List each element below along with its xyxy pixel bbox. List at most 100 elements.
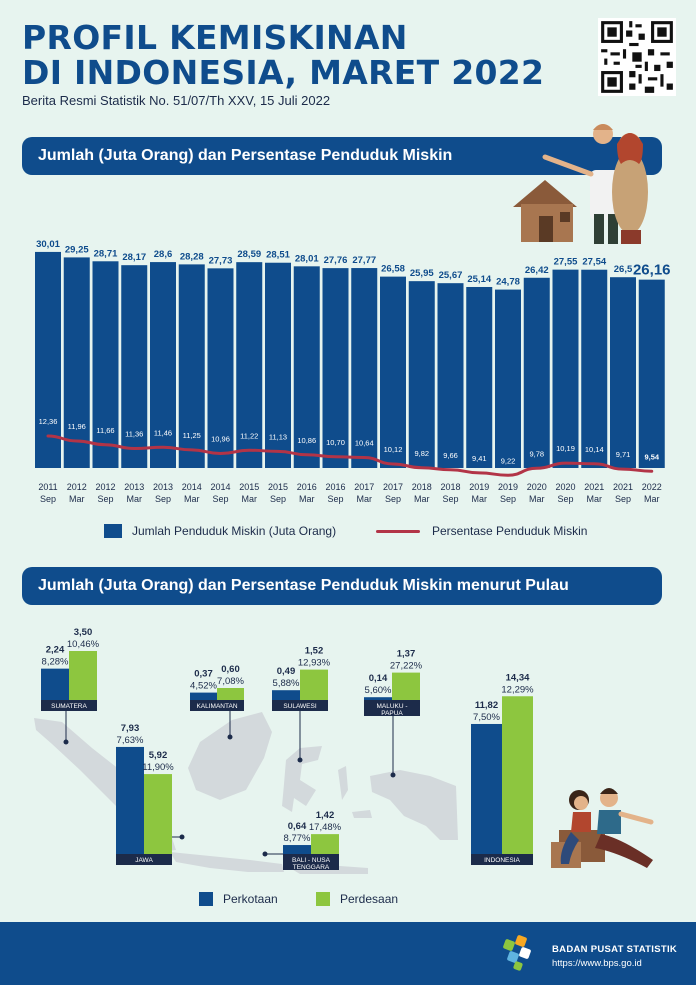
urban-pct-0: 8,28% xyxy=(42,657,69,668)
category-box-1 xyxy=(190,700,244,711)
urban-bar-5 xyxy=(283,845,311,854)
rural-pct-5: 17,48% xyxy=(309,822,342,833)
bar-label-17: 26,42 xyxy=(525,265,549,276)
bar-label-14: 25,67 xyxy=(439,270,463,281)
bps-url[interactable]: https://www.bps.go.id xyxy=(552,958,642,969)
category-label-3-1: PAPUA xyxy=(381,710,403,717)
bar-label-10: 27,76 xyxy=(324,255,348,266)
bar-0 xyxy=(35,251,61,468)
urban-value-2: 0,49 xyxy=(277,666,296,677)
bar-label-6: 27,73 xyxy=(209,255,233,266)
pct-label-2: 11,66 xyxy=(96,426,114,435)
pct-label-19: 10,14 xyxy=(585,445,604,454)
tick-year-1: 2012 xyxy=(67,482,87,492)
legend-rural: Perdesaan xyxy=(316,892,398,906)
pct-label-17: 9,78 xyxy=(529,449,544,458)
bar-label-3: 28,17 xyxy=(122,252,146,263)
category-box-0 xyxy=(41,700,97,711)
family-house-illustration-icon xyxy=(513,124,648,244)
rural-bar-3 xyxy=(392,672,420,700)
tick-month-19: Mar xyxy=(587,494,603,504)
bar-2 xyxy=(92,261,119,468)
bar-label-4: 28,6 xyxy=(154,249,173,260)
legend-rural-swatch xyxy=(316,892,330,906)
tick-month-0: Sep xyxy=(40,494,56,504)
tick-month-9: Mar xyxy=(299,494,315,504)
tick-month-2: Sep xyxy=(97,494,113,504)
rural-pct-1: 7,08% xyxy=(217,676,244,687)
pct-label-5: 11,25 xyxy=(183,431,201,440)
pct-label-6: 10,96 xyxy=(211,435,230,444)
bar-5 xyxy=(178,264,205,468)
bar-12 xyxy=(380,276,406,468)
tick-year-2: 2012 xyxy=(95,482,115,492)
tick-year-15: 2019 xyxy=(469,482,489,492)
tick-month-16: Sep xyxy=(500,494,516,504)
bar-label-2: 28,71 xyxy=(94,248,118,259)
pct-label-20: 9,71 xyxy=(616,450,631,459)
couple-illustration-icon xyxy=(551,788,654,868)
tick-year-9: 2016 xyxy=(297,482,317,492)
map-indonesia-icon xyxy=(34,712,458,874)
category-box-4 xyxy=(116,854,172,865)
tick-year-10: 2016 xyxy=(325,482,345,492)
bar-20 xyxy=(610,277,636,468)
tick-year-3: 2013 xyxy=(124,482,144,492)
poverty-trend-chart: 30,01 12,36 2011 Sep 29,25 11,96 2012 Mar 28,71 1… xyxy=(35,239,671,504)
rural-bar-2 xyxy=(300,669,328,700)
rural-value-5: 1,42 xyxy=(316,810,335,821)
tick-month-4: Sep xyxy=(155,494,171,504)
tick-year-13: 2018 xyxy=(412,482,432,492)
tick-year-8: 2015 xyxy=(268,482,288,492)
rural-pct-3: 27,22% xyxy=(390,661,423,672)
tick-month-17: Mar xyxy=(529,494,545,504)
pointer-dot-1 xyxy=(227,734,233,740)
pct-label-8: 11,13 xyxy=(269,432,287,441)
urban-bar-3 xyxy=(364,697,392,700)
pct-label-13: 9,82 xyxy=(414,449,429,458)
bar-18 xyxy=(552,269,579,468)
title-line-1: PROFIL KEMISKINAN xyxy=(22,18,408,57)
bar-label-15: 25,14 xyxy=(467,274,491,285)
rural-value-4: 5,92 xyxy=(149,750,168,761)
section1-banner: Jumlah (Juta Orang) dan Persentase Pendu… xyxy=(22,137,662,175)
legend-bars: Jumlah Penduduk Miskin (Juta Orang) xyxy=(104,524,336,538)
tick-year-12: 2017 xyxy=(383,482,403,492)
bar-17 xyxy=(523,277,550,468)
pointer-dot-2 xyxy=(297,757,303,763)
urban-value-0: 2,24 xyxy=(46,645,65,656)
bar-label-1: 29,25 xyxy=(65,244,89,255)
tick-month-10: Sep xyxy=(327,494,343,504)
tick-month-21: Mar xyxy=(644,494,660,504)
tick-month-15: Mar xyxy=(472,494,488,504)
page-title: PROFIL KEMISKINAN DI INDONESIA, MARET 20… xyxy=(22,20,544,90)
pointer-dot-4 xyxy=(179,834,185,840)
section2-banner: Jumlah (Juta Orang) dan Persentase Pendu… xyxy=(22,567,662,605)
bps-name: BADAN PUSAT STATISTIK xyxy=(552,944,678,955)
bar-label-20: 26,5 xyxy=(614,264,633,275)
bar-13 xyxy=(408,281,435,468)
pointer-dot-0 xyxy=(63,739,69,745)
rural-value-3: 1,37 xyxy=(397,649,416,660)
pct-label-9: 10,86 xyxy=(297,436,316,445)
urban-bar-1 xyxy=(190,692,217,700)
pct-label-18: 10,19 xyxy=(556,444,575,453)
tick-month-12: Sep xyxy=(385,494,401,504)
rural-value-1: 0,60 xyxy=(221,664,240,675)
bar-16 xyxy=(495,289,521,468)
bar-19 xyxy=(581,269,608,468)
bar-21 xyxy=(638,279,665,468)
bps-logo-icon[interactable] xyxy=(500,934,546,974)
rural-bar-6 xyxy=(502,696,533,854)
bar-1 xyxy=(63,257,90,468)
bar-9 xyxy=(293,266,320,468)
bar-label-12: 26,58 xyxy=(381,264,405,275)
tick-year-16: 2019 xyxy=(498,482,518,492)
pct-label-0: 12,36 xyxy=(39,417,58,426)
category-label-4-0: JAWA xyxy=(135,857,153,864)
qr-code-icon[interactable] xyxy=(598,18,676,96)
tick-year-5: 2014 xyxy=(182,482,202,492)
page-subtitle: Berita Resmi Statistik No. 51/07/Th XXV,… xyxy=(22,93,331,108)
bar-6 xyxy=(207,268,234,468)
